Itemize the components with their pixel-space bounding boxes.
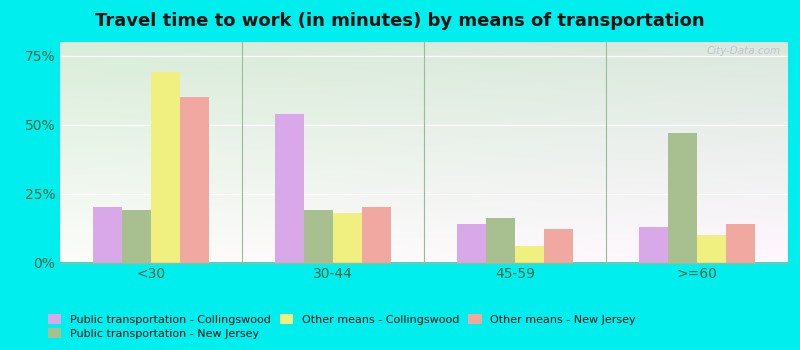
Bar [122,210,151,262]
Bar [180,97,210,262]
Bar [304,210,333,262]
Bar [515,246,544,262]
Bar [544,230,574,262]
Bar [697,235,726,262]
Bar [486,218,515,262]
Bar [333,213,362,262]
Bar [457,224,486,262]
Legend: Public transportation - Collingswood, Public transportation - New Jersey, Other : Public transportation - Collingswood, Pu… [46,312,638,341]
Bar [638,227,668,262]
Bar [274,114,304,262]
Bar [93,207,122,262]
Bar [726,224,755,262]
Bar [668,133,697,262]
Bar [362,207,391,262]
Text: City-Data.com: City-Data.com [706,47,781,56]
Text: Travel time to work (in minutes) by means of transportation: Travel time to work (in minutes) by mean… [95,12,705,30]
Bar [151,72,180,262]
